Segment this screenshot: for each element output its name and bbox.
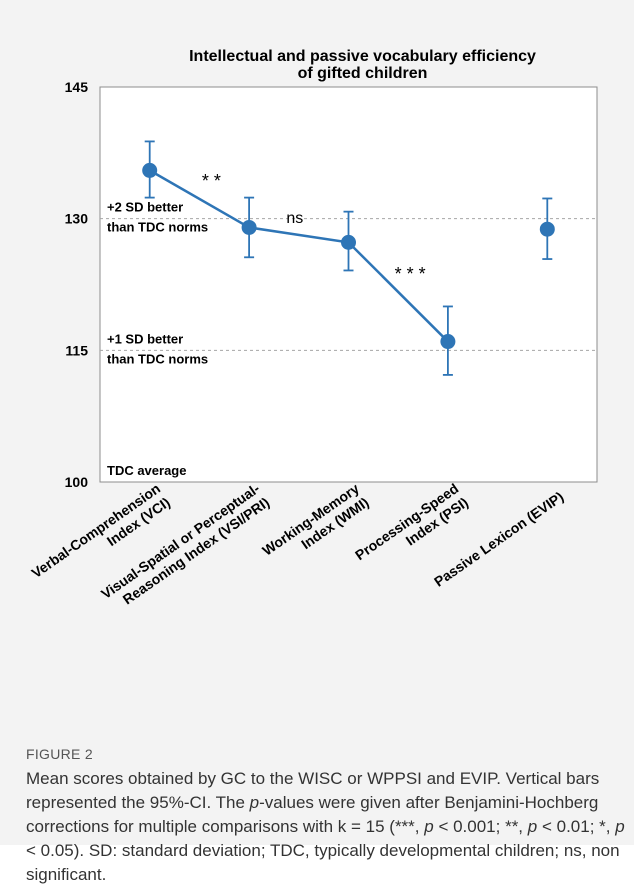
data-point <box>241 219 257 235</box>
y-tick-label: 130 <box>65 211 89 227</box>
y-tick-label: 145 <box>65 79 89 95</box>
significance-annotation: ns <box>286 210 303 227</box>
series-line <box>149 169 449 343</box>
plot-area <box>99 86 598 483</box>
data-point <box>539 221 555 237</box>
significance-annotation: * * * <box>395 264 426 284</box>
reference-line-label: +2 SD better <box>107 200 183 215</box>
chart-title: Intellectual and passive vocabulary effi… <box>189 48 536 65</box>
figure-caption: Mean scores obtained by GC to the WISC o… <box>26 769 625 884</box>
x-tick-label: Working-MemoryIndex (WMI) <box>259 480 372 573</box>
data-point <box>142 162 158 178</box>
significance-annotation: * * <box>202 171 221 191</box>
reference-line-label: TDC average <box>107 463 186 478</box>
y-tick-label: 115 <box>65 342 88 358</box>
figure-label: FIGURE 2 <box>26 746 93 762</box>
reference-line-label: than TDC norms <box>107 220 208 235</box>
data-point <box>440 334 456 350</box>
reference-line-label: +1 SD better <box>107 331 183 346</box>
chart-container: Intellectual and passive vocabulary effi… <box>28 48 598 608</box>
chart-title: of gifted children <box>298 65 428 82</box>
reference-line-label: than TDC norms <box>107 351 208 366</box>
y-tick-label: 100 <box>65 474 89 490</box>
line-chart: Intellectual and passive vocabulary effi… <box>28 48 598 608</box>
data-point <box>341 234 356 250</box>
